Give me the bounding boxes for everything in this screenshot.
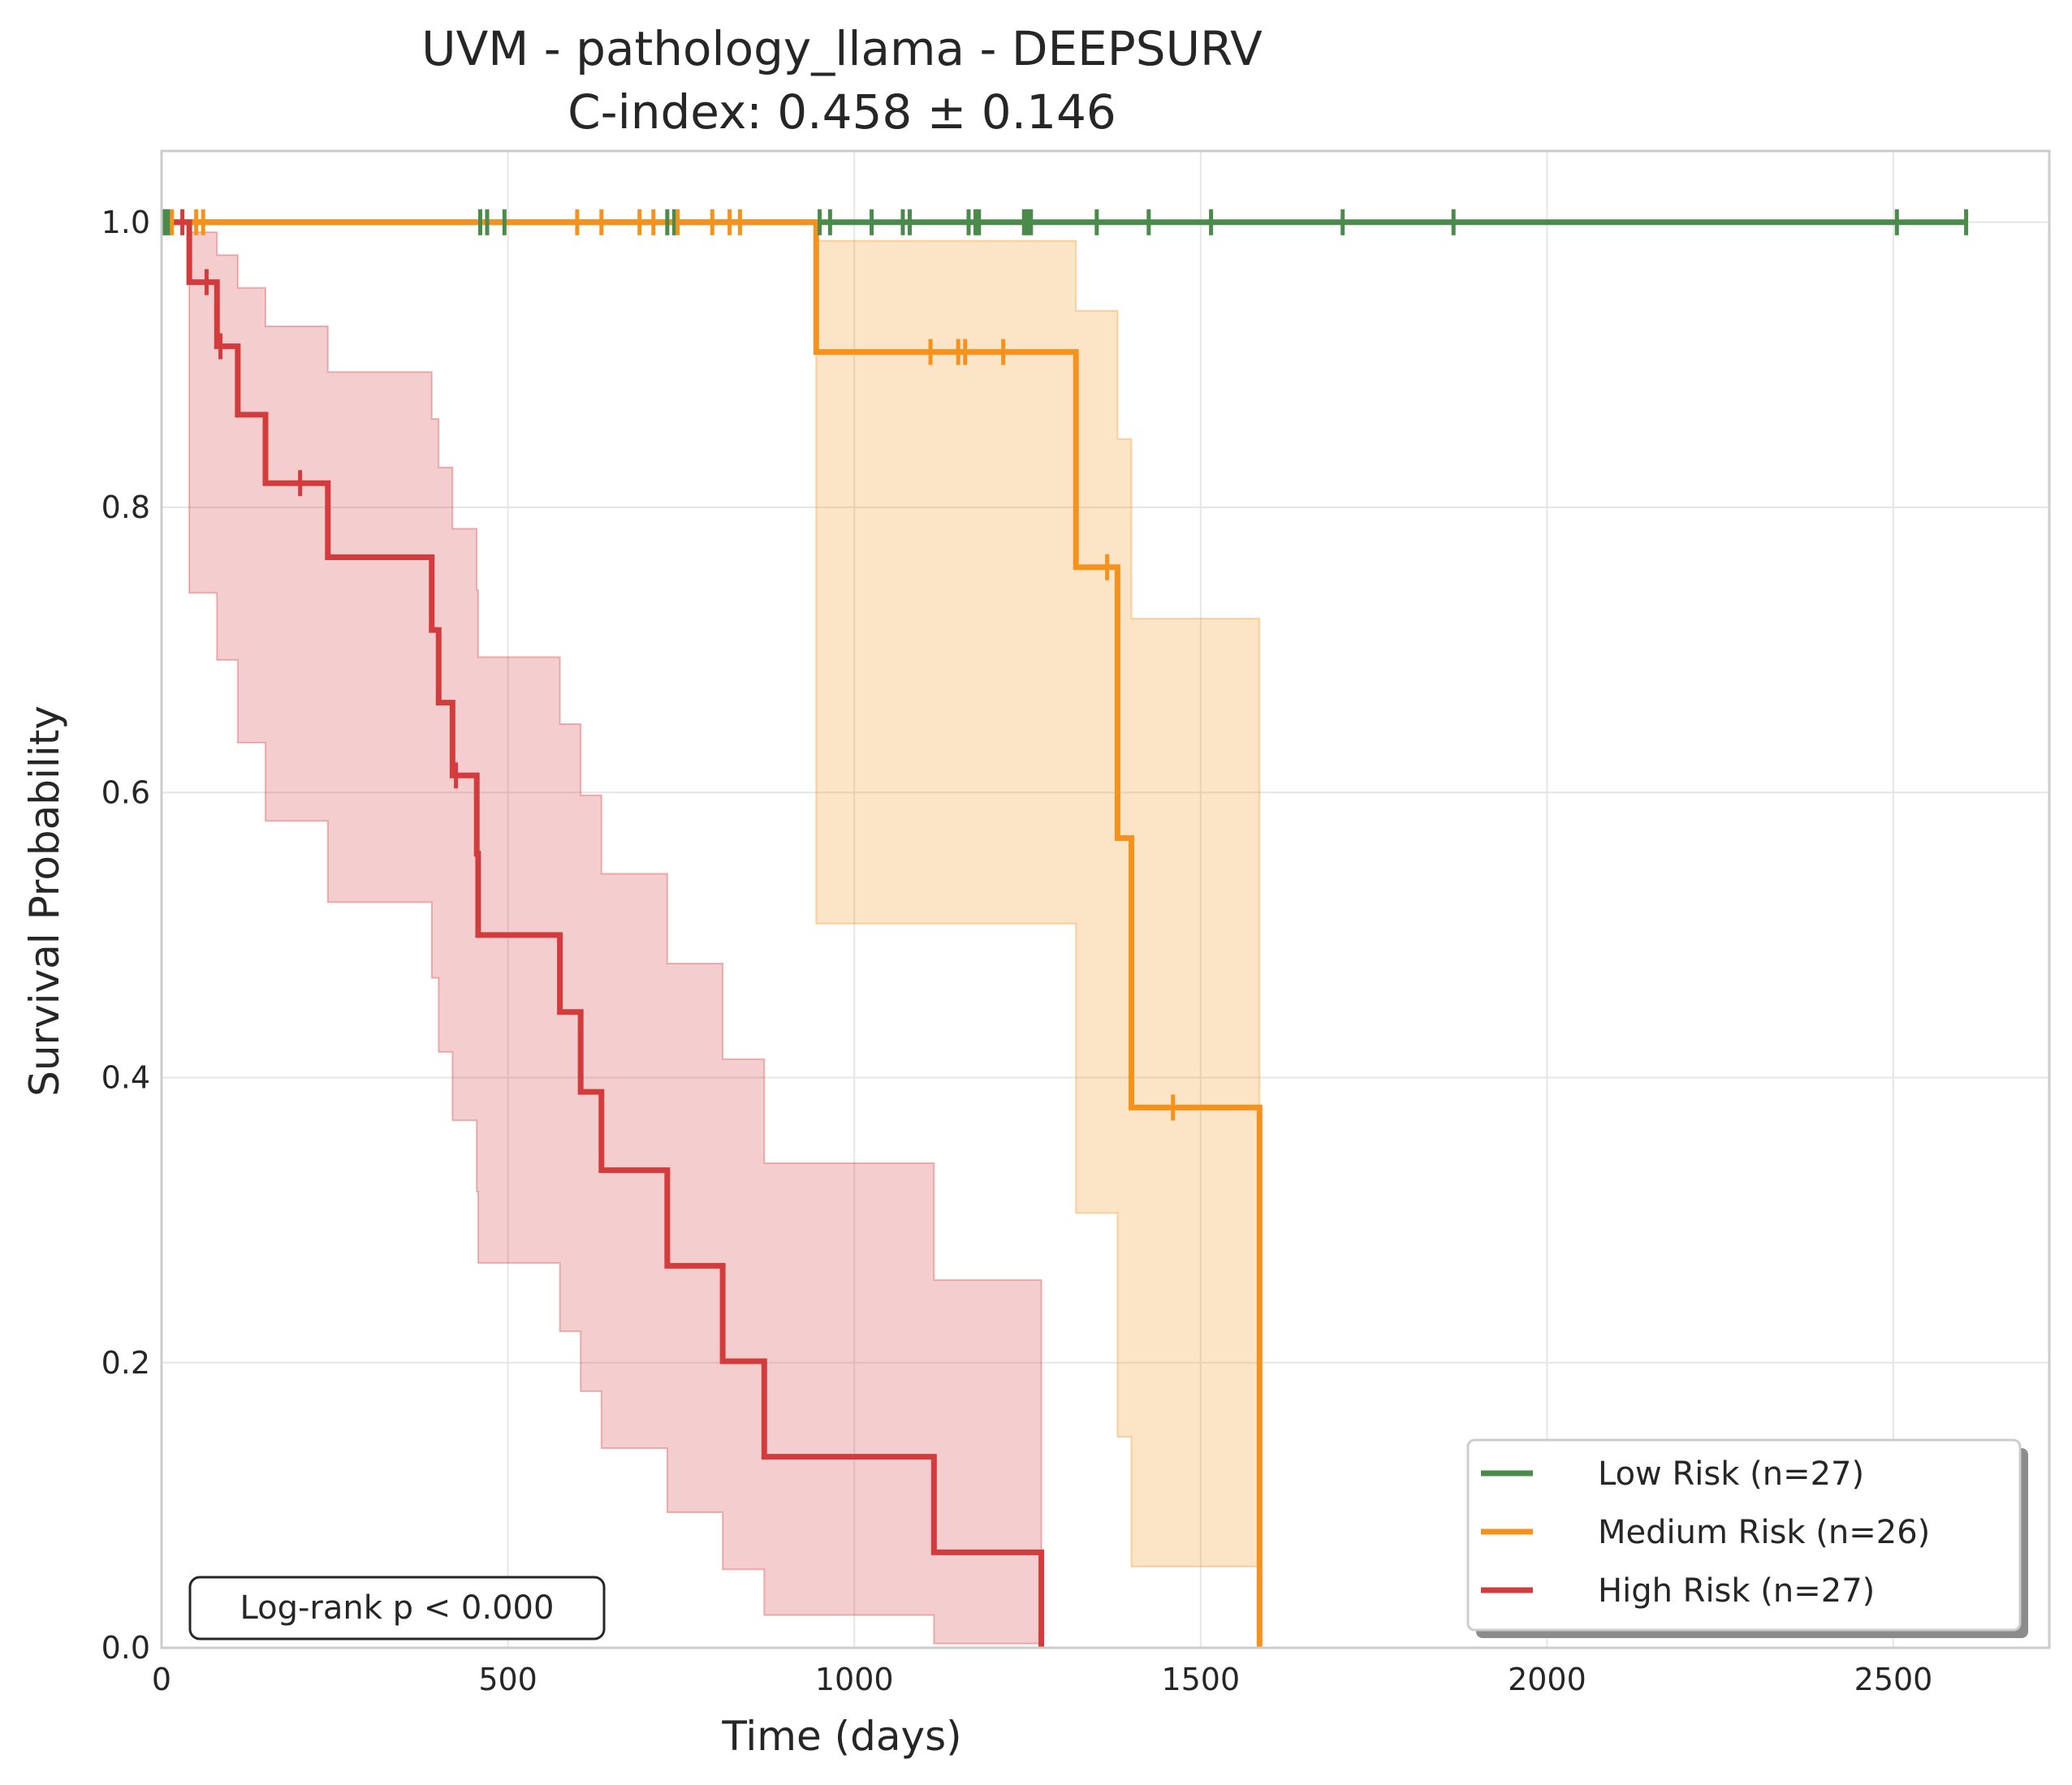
medium-risk-legend-label: Medium Risk (n=26) [1598, 1514, 1930, 1551]
high-risk-confidence-band [162, 221, 1042, 1645]
x-tick-label: 0 [152, 1662, 171, 1697]
x-tick-label: 2500 [1854, 1662, 1933, 1697]
legend-box [1466, 1438, 2022, 1632]
confidence-bands [162, 221, 1261, 1645]
y-tick-label: 1.0 [101, 205, 150, 240]
chart-subtitle: C-index: 0.458 ± 0.146 [568, 84, 1116, 140]
logrank-text: Log-rank p < 0.000 [240, 1589, 555, 1627]
y-tick-label: 0.6 [101, 774, 150, 810]
y-tick-label: 0.4 [101, 1060, 150, 1096]
chart-title: UVM - pathology_llama - DEEPSURV [421, 21, 1263, 76]
x-tick-label: 2000 [1508, 1662, 1586, 1697]
plot-frame [160, 149, 2051, 1649]
x-axis-label: Time (days) [721, 1713, 961, 1760]
x-tick-label: 1500 [1161, 1662, 1240, 1697]
tick-labels: 0 500 1000 1500 2000 2500 0.0 0.2 0.4 0.6 0.8 1.0 [101, 205, 1933, 1697]
y-tick-label: 0.0 [101, 1630, 150, 1666]
censor-marks [161, 209, 1969, 1121]
y-tick-label: 0.2 [101, 1345, 150, 1381]
annotation-box [188, 1576, 606, 1641]
high-risk-survival-curve [162, 219, 1045, 1648]
y-tick-label: 0.8 [101, 489, 150, 525]
low-risk-legend-label: Low Risk (n=27) [1598, 1455, 1864, 1493]
legend: Low Risk (n=27) Medium Risk (n=26) High Ri… [1466, 1438, 2028, 1638]
y-axis-label: Survival Probability [21, 705, 68, 1097]
high-risk-legend-label: High Risk (n=27) [1598, 1572, 1875, 1610]
x-tick-label: 500 [478, 1662, 537, 1697]
x-tick-label: 1000 [815, 1662, 894, 1697]
medium-risk-confidence-band [162, 221, 1261, 1567]
logrank-annotation: Log-rank p < 0.000 [188, 1576, 606, 1641]
